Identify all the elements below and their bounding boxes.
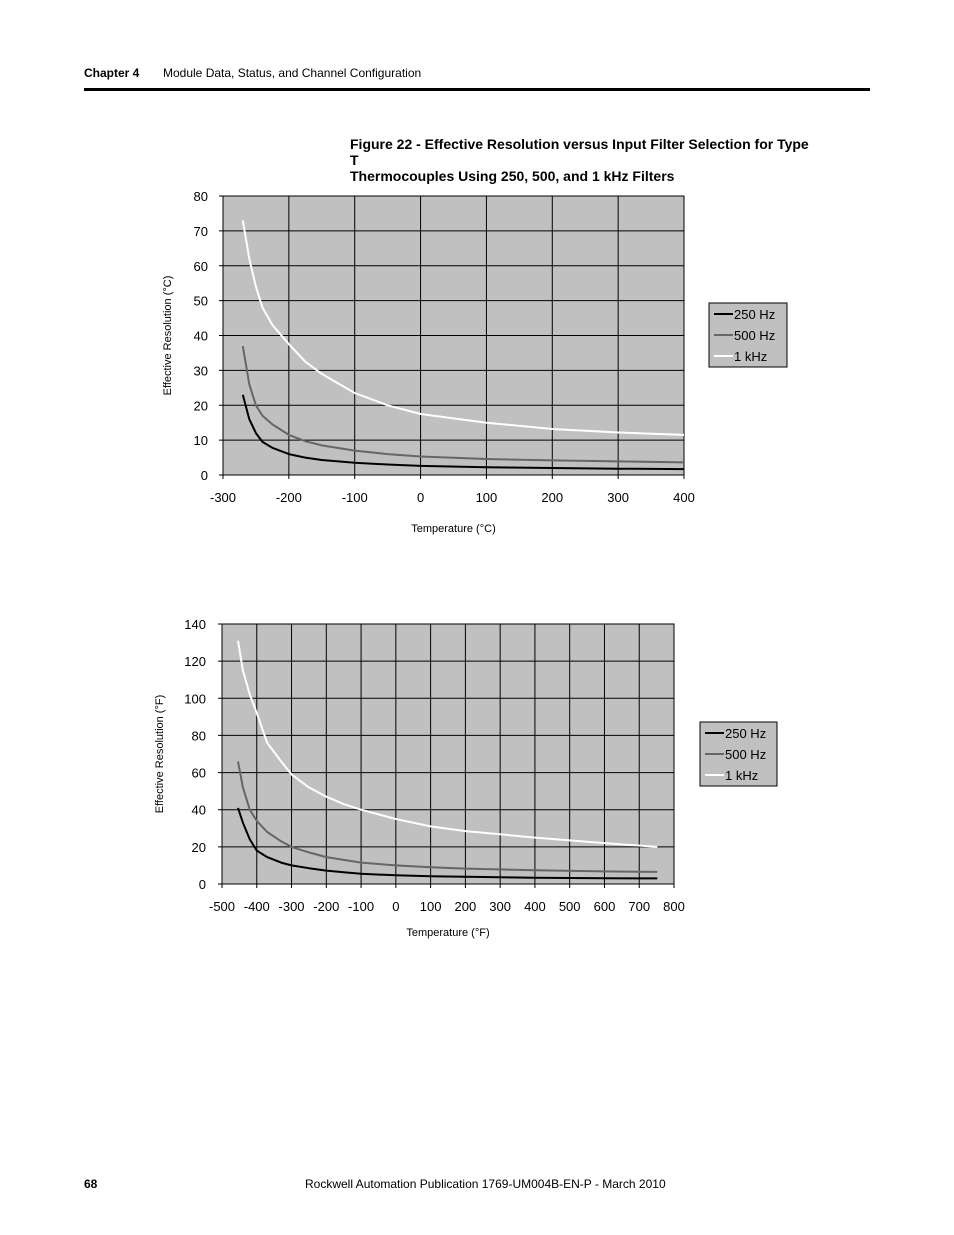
- y-tick-label: 70: [194, 224, 208, 239]
- x-tick-label: 300: [489, 899, 511, 914]
- y-tick-label: 50: [194, 294, 208, 309]
- y-tick-label: 80: [194, 189, 208, 204]
- x-tick-label: 700: [628, 899, 650, 914]
- legend-label: 1 kHz: [725, 768, 758, 783]
- x-tick-label: -200: [313, 899, 339, 914]
- x-tick-label: 0: [392, 899, 399, 914]
- y-tick-label: 140: [184, 617, 206, 632]
- x-tick-label: 800: [663, 899, 685, 914]
- legend: 250 Hz 500 Hz 1 kHz: [699, 721, 778, 787]
- x-tick-label: 0: [417, 490, 424, 505]
- x-tick-label: -300: [279, 899, 305, 914]
- x-tick-label: -400: [244, 899, 270, 914]
- plot-area: [221, 623, 675, 885]
- chart-1: -300 -200 -100 0 100 200 300 400 0 10 20 30 40 50 60 70…: [162, 189, 788, 535]
- page-number: 68: [84, 1177, 98, 1191]
- legend-label: 1 kHz: [734, 349, 767, 364]
- y-tick-label: 30: [194, 363, 208, 378]
- legend-label: 250 Hz: [725, 726, 766, 741]
- x-tick-label: -100: [342, 490, 368, 505]
- page-header: Chapter 4 Module Data, Status, and Chann…: [84, 66, 421, 80]
- y-tick-label: 80: [192, 728, 206, 743]
- figure-title: Figure 22 - Effective Resolution versus …: [350, 136, 810, 184]
- section-title: Module Data, Status, and Channel Configu…: [163, 66, 422, 80]
- x-axis-title: Temperature (°C): [411, 523, 495, 535]
- x-tick-label: 100: [476, 490, 498, 505]
- x-tick-label: 400: [673, 490, 695, 505]
- y-tick-label: 120: [184, 654, 206, 669]
- y-tick-label: 10: [194, 433, 208, 448]
- y-tick-label: 20: [194, 398, 208, 413]
- series-line-3: [241, 220, 685, 436]
- x-tick-label: 200: [541, 490, 563, 505]
- y-tick-label: 40: [192, 803, 206, 818]
- legend: 250 Hz 500 Hz 1 kHz: [708, 302, 788, 368]
- x-tick-label: 100: [420, 899, 442, 914]
- legend-label: 250 Hz: [734, 307, 775, 322]
- series-line-2: [237, 761, 658, 873]
- series-line-1: [241, 394, 685, 471]
- figure-title-line2: Thermocouples Using 250, 500, and 1 kHz …: [350, 168, 675, 184]
- y-tick-label: 0: [201, 468, 208, 483]
- series-line-2: [241, 345, 685, 464]
- figure-title-line1: Figure 22 - Effective Resolution versus …: [350, 136, 809, 168]
- y-tick-label: 0: [199, 877, 206, 892]
- chart-2: -500 -400 -300 -200 -100 0 100 200 300 400 500 600 7…: [154, 617, 778, 939]
- x-tick-label: -500: [209, 899, 235, 914]
- x-tick-label: -200: [276, 490, 302, 505]
- x-tick-label: 300: [607, 490, 629, 505]
- legend-label: 500 Hz: [725, 747, 766, 762]
- series-line-1: [237, 807, 658, 880]
- y-axis-title: Effective Resolution (°F): [154, 695, 166, 814]
- header-rule: [84, 88, 870, 91]
- x-tick-label: 500: [559, 899, 581, 914]
- x-tick-label: 400: [524, 899, 546, 914]
- series-line-3: [237, 640, 658, 848]
- x-tick-label: 600: [594, 899, 616, 914]
- y-axis-title: Effective Resolution (°C): [162, 276, 174, 396]
- x-axis-title: Temperature (°F): [406, 927, 489, 939]
- y-tick-label: 20: [192, 840, 206, 855]
- legend-label: 500 Hz: [734, 328, 775, 343]
- y-tick-label: 60: [194, 259, 208, 274]
- chapter-label: Chapter 4: [84, 66, 140, 80]
- x-tick-label: -100: [348, 899, 374, 914]
- x-tick-label: 200: [455, 899, 477, 914]
- y-tick-label: 40: [194, 329, 208, 344]
- publication-info: Rockwell Automation Publication 1769-UM0…: [305, 1177, 666, 1191]
- x-tick-label: -300: [210, 490, 236, 505]
- y-tick-label: 100: [184, 691, 206, 706]
- y-tick-label: 60: [192, 766, 206, 781]
